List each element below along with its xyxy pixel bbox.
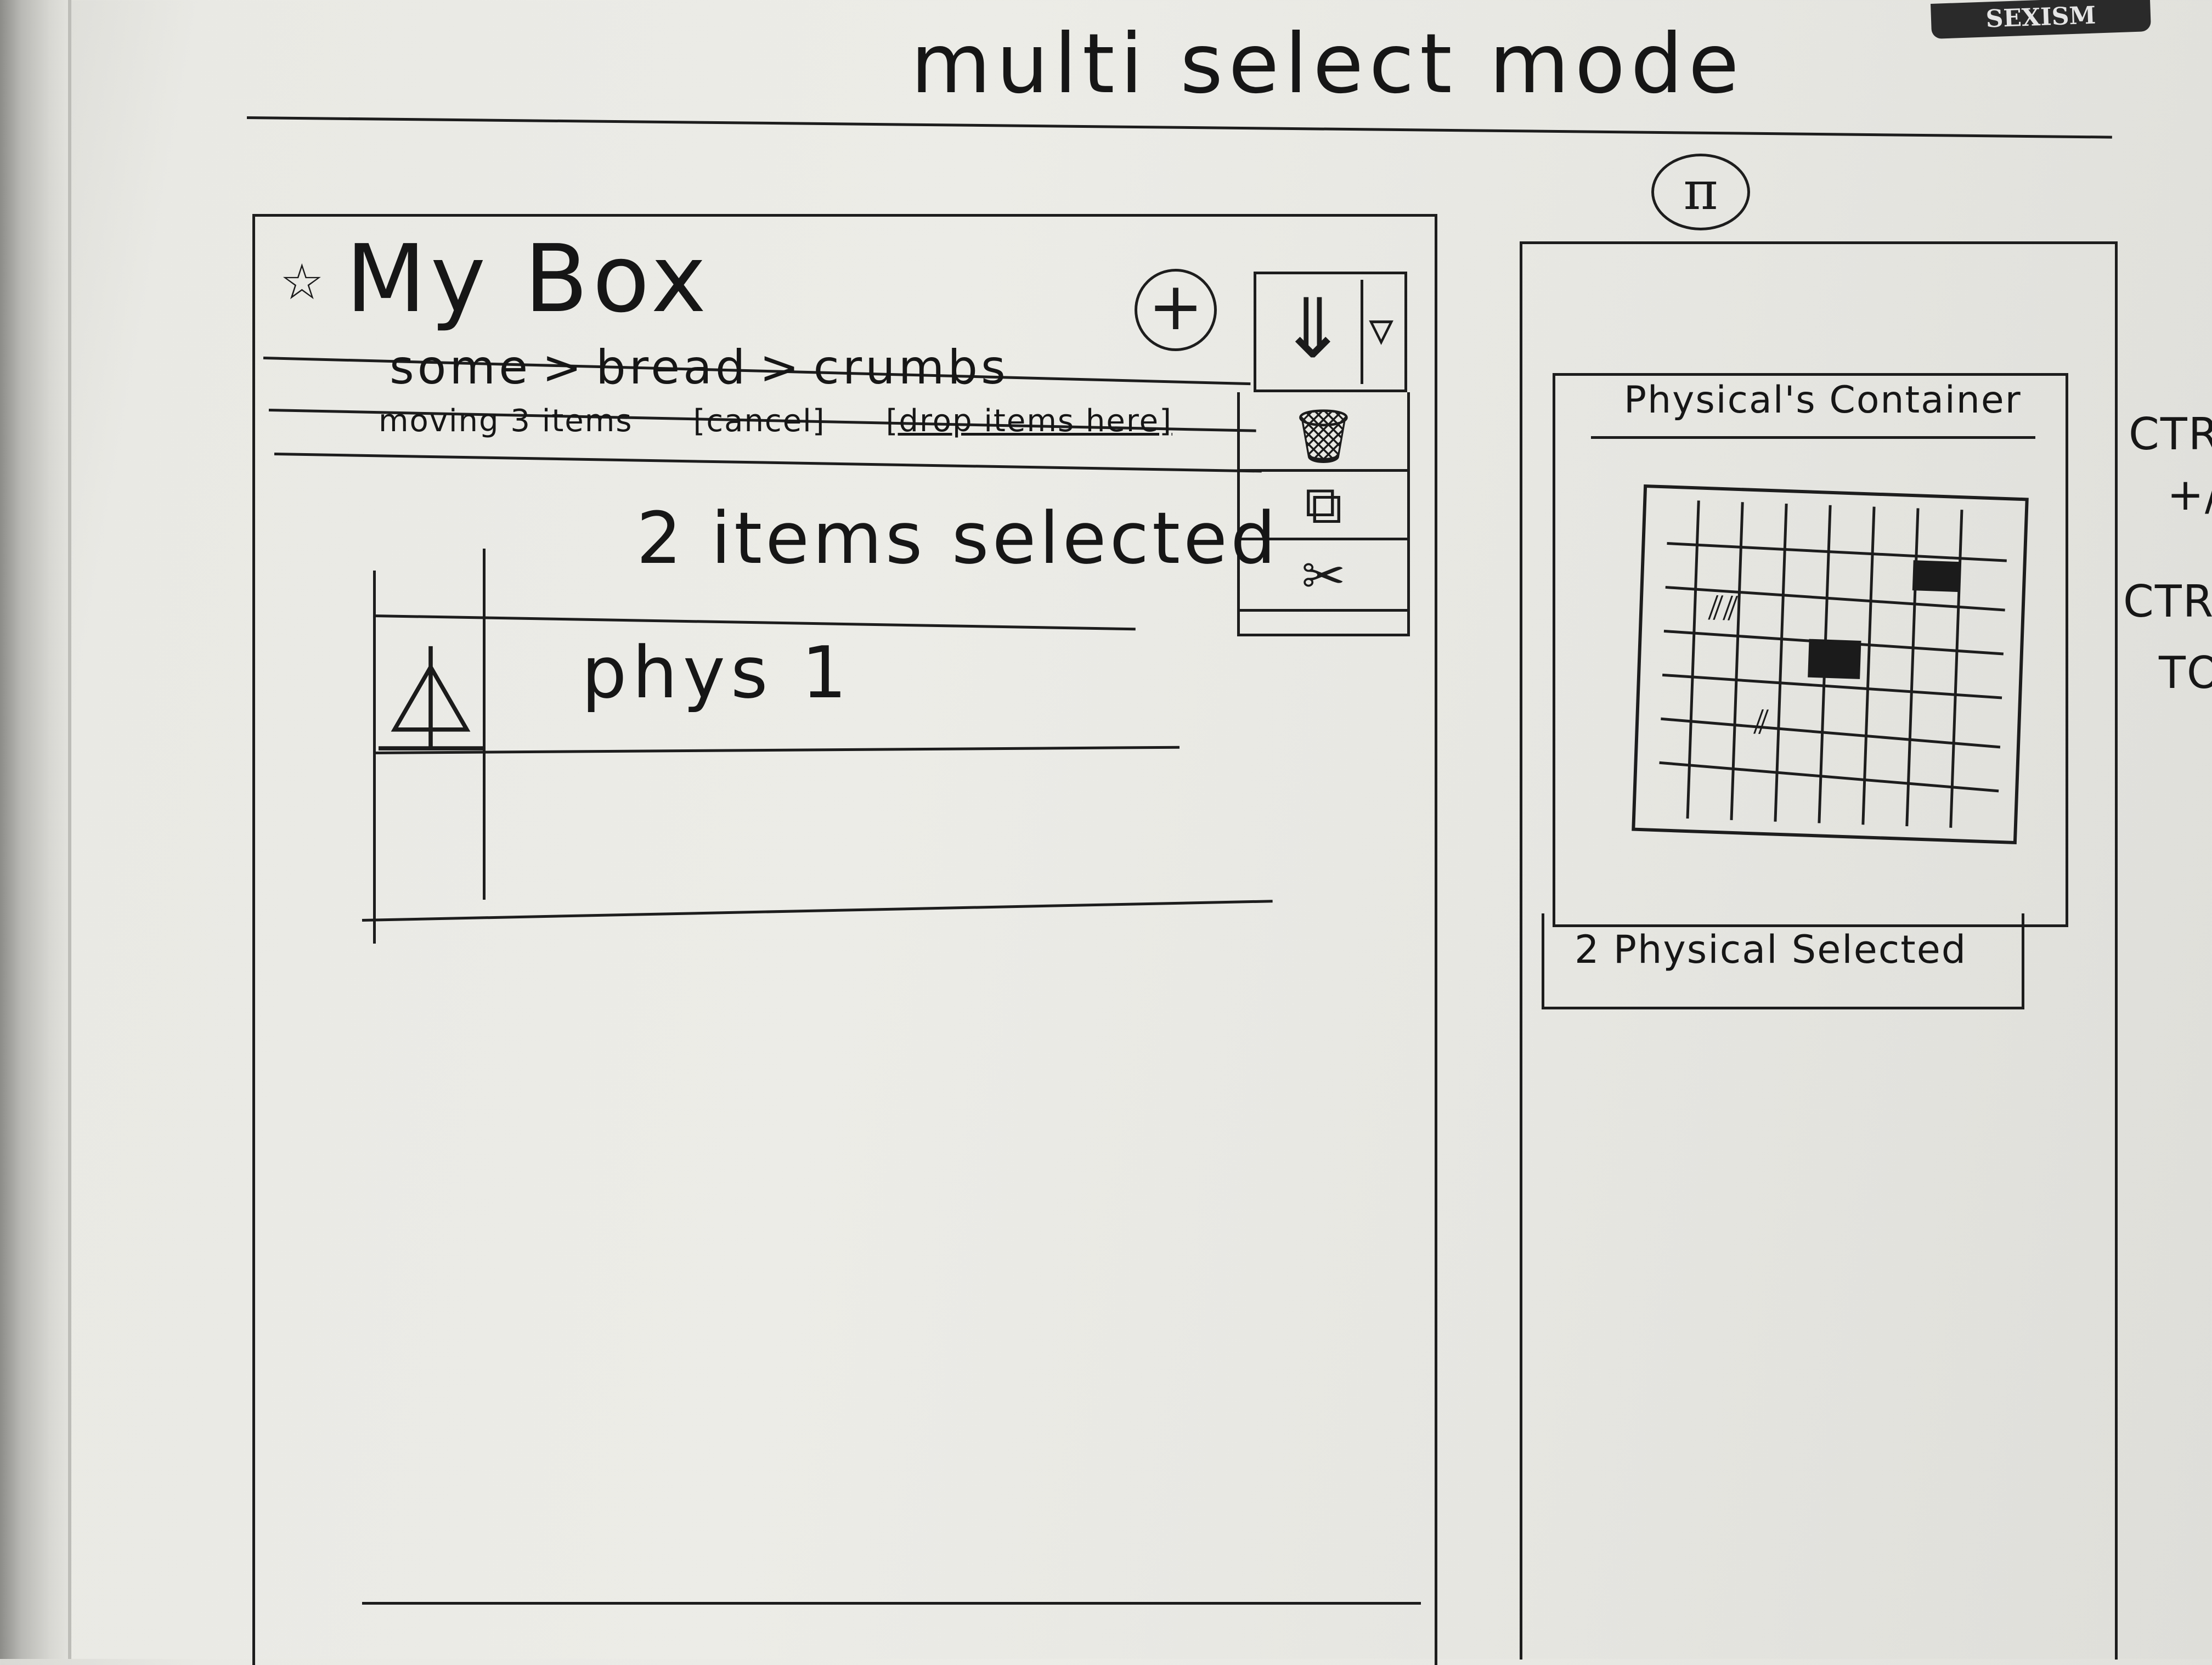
selection-footer [1542,913,2024,1009]
grid-lines [1659,500,2007,828]
details-panel [1520,241,2118,1660]
download-arrow-icon: ⇓ [1278,281,1347,377]
star-icon[interactable]: ☆ [280,253,324,311]
breadcrumb-separator: > [759,340,803,395]
divider [1591,436,2035,439]
window-top-border [246,116,2112,139]
edge-note: +/ [2167,469,2212,520]
sticker: SEXISM [1931,0,2151,39]
copy-icon: ⧉ [1305,474,1342,535]
board-title: multi select mode [911,16,1745,112]
actions-dropdown[interactable]: ⇓ ▿ [1254,272,1407,392]
trash-icon: 🗑 [1290,405,1357,467]
edge-note: CTRL [2129,409,2212,460]
edge-note: TO [2159,647,2212,698]
selection-count: 2 items selected [636,496,1279,580]
container-grid[interactable]: ⫽⫽ ⫽ [1632,484,2029,845]
flask-icon: ⏅ [379,641,483,763]
container-card [1553,373,2068,927]
add-button[interactable]: + [1135,269,1217,351]
pi-icon[interactable]: π [1651,154,1750,230]
hatched-grid-cell[interactable]: ⫽ [1753,703,1770,742]
breadcrumb-item[interactable]: some [390,340,532,395]
actions-menu: 🗑 ⧉ ✂ [1237,392,1410,636]
selected-grid-cell[interactable] [1912,560,1960,592]
card-title: Physical's Container [1624,379,2022,422]
page-title: My Box [346,225,711,334]
panel-bottom-border [362,1602,1421,1605]
cancel-move-link[interactable]: [cancel] [693,403,826,439]
row-label: phys 1 [582,631,853,714]
drop-items-link[interactable]: [drop items here] [885,403,1172,439]
delete-menu-item[interactable]: 🗑 [1240,403,1407,472]
breadcrumb-item[interactable]: bread [596,340,749,395]
table-border [373,571,376,944]
breadcrumb: some > bread > crumbs [390,340,1009,395]
edge-note: CTRL [2123,576,2212,627]
cut-menu-item[interactable]: ✂ [1240,543,1407,612]
breadcrumb-separator: > [542,340,585,395]
breadcrumb-item[interactable]: crumbs [813,340,1009,395]
move-status-bar: moving 3 items [cancel] [drop items here… [379,403,1172,439]
cut-icon: ✂ [1301,545,1346,607]
main-panel [252,214,1437,1665]
copy-menu-item[interactable]: ⧉ [1240,472,1407,540]
table-column-divider [483,549,486,900]
physical-selected-count: 2 Physical Selected [1575,927,1967,972]
move-status-text: moving 3 items [379,403,633,439]
whiteboard-frame [0,0,71,1659]
chevron-down-icon[interactable]: ▿ [1369,300,1394,358]
selected-grid-cell[interactable] [1808,639,1861,679]
hatched-grid-cell[interactable]: ⫽⫽ [1708,589,1739,629]
divider [1361,280,1363,384]
